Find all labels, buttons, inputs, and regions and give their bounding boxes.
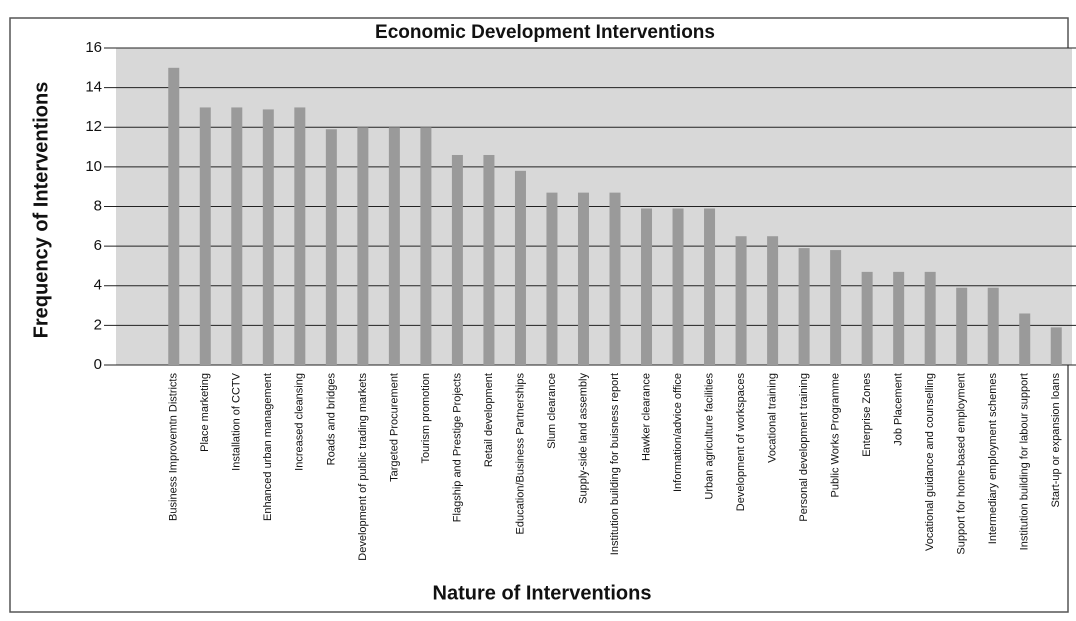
bar <box>483 154 495 365</box>
y-tick-label: 10 <box>85 158 102 175</box>
x-tick-label: Enterprise Zones <box>861 373 873 457</box>
x-tick-label: Place marketing <box>199 373 211 452</box>
x-tick-label: Enhanced urban management <box>262 373 274 521</box>
y-tick-label: 14 <box>85 79 102 96</box>
bar <box>514 170 526 365</box>
bar <box>987 287 999 365</box>
y-tick-label: 6 <box>94 237 102 254</box>
x-tick-label: Institution building for labour support <box>1019 373 1031 550</box>
x-tick-label: Vocational training <box>766 373 778 463</box>
y-tick-label: 8 <box>94 197 102 214</box>
bar <box>388 127 400 365</box>
x-tick-label: Job Placement <box>893 373 905 446</box>
bar <box>735 236 747 365</box>
y-tick-label: 2 <box>94 316 102 333</box>
x-tick-label: Start-up or expansion loans <box>1050 373 1062 508</box>
x-tick-label: Education/Business Partnerships <box>514 373 526 535</box>
x-tick-label: Tourism promotion <box>420 373 432 463</box>
x-tick-label: Slum clearance <box>546 373 558 449</box>
bar <box>262 109 274 365</box>
bar <box>451 154 463 365</box>
bar <box>893 271 905 365</box>
bar <box>641 208 653 365</box>
x-tick-label: Installation of CCTV <box>231 372 243 470</box>
bar <box>199 107 211 365</box>
x-tick-label: Targeted Procurement <box>388 373 400 482</box>
bar <box>168 67 180 365</box>
bar <box>357 127 369 365</box>
x-tick-label: Information/advice office <box>672 373 684 492</box>
x-tick-label: Support for home-based employment <box>956 373 968 555</box>
x-tick-label: Vocational guidance and counselling <box>924 373 936 551</box>
bar <box>546 192 558 365</box>
y-tick-label: 4 <box>94 277 102 294</box>
x-tick-label: Personal development training <box>798 373 810 522</box>
bar <box>672 208 684 365</box>
y-tick-label: 16 <box>85 39 102 56</box>
bar <box>1019 313 1031 365</box>
x-tick-label: Public Works Programme <box>830 373 842 498</box>
chart-title: Economic Development Interventions <box>375 22 715 43</box>
bar <box>325 129 337 365</box>
x-tick-label: Intermediary employment schemes <box>987 373 999 545</box>
x-tick-label: Development of public trading markets <box>357 373 369 561</box>
bar <box>231 107 243 365</box>
x-tick-label: Roads and bridges <box>325 373 337 466</box>
bar <box>420 127 432 365</box>
x-tick-label: Hawker clearance <box>640 373 652 461</box>
bar <box>577 192 589 365</box>
x-tick-label: Business Improvemtn Districts <box>168 373 180 521</box>
x-tick-label: Urban agriculture facilities <box>703 373 715 500</box>
bar <box>956 287 968 365</box>
x-tick-label: Supply-side land assembly <box>577 373 589 504</box>
x-axis-label: Nature of Interventions <box>433 582 652 604</box>
bar <box>1050 327 1062 365</box>
x-tick-label: Institution building for buisness report <box>609 373 621 555</box>
bar <box>609 192 621 365</box>
x-tick-label: Development of workspaces <box>735 373 747 512</box>
bar <box>861 271 873 365</box>
bar <box>924 271 936 365</box>
y-axis-label: Frequency of Interventions <box>30 82 52 339</box>
x-tick-label: Retail development <box>483 373 495 467</box>
y-tick-label: 12 <box>85 118 102 135</box>
x-tick-label: Increased cleansing <box>294 373 306 471</box>
x-tick-label: Flagship and Prestige Projects <box>451 373 463 523</box>
bar <box>294 107 306 365</box>
y-tick-label: 0 <box>94 356 102 373</box>
bar <box>830 250 842 365</box>
bar <box>798 248 810 365</box>
bar <box>704 208 716 365</box>
bar <box>767 236 779 365</box>
